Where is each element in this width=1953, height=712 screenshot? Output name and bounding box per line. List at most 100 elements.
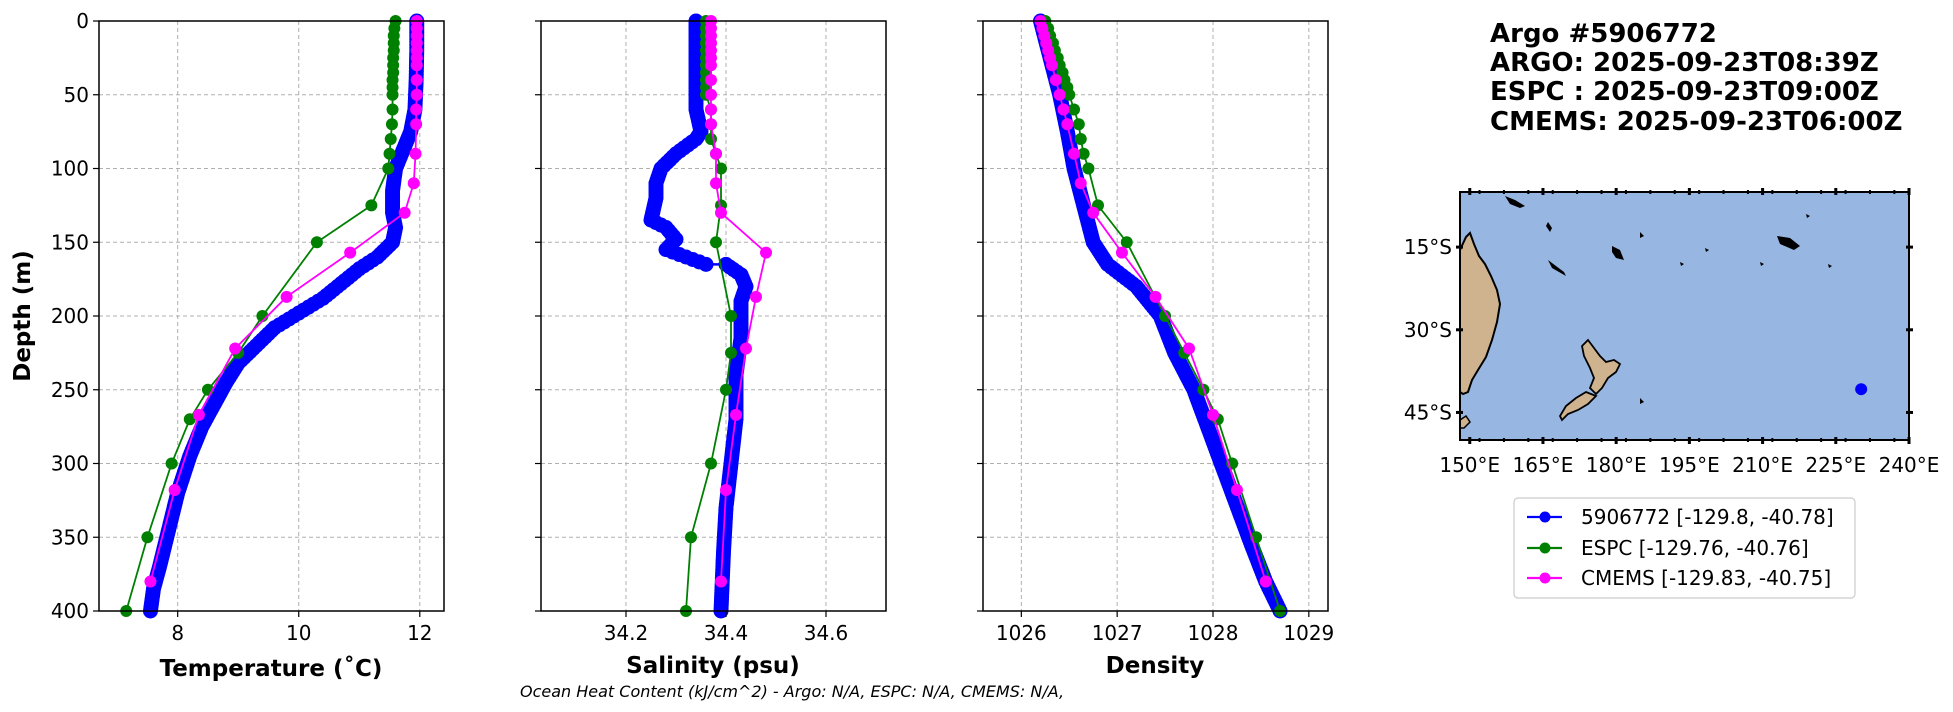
sal-xtick-label-34.4: 34.4 [704, 621, 749, 645]
new-zealand-south-island [1558, 390, 1598, 422]
den-cmems-point-15 [1149, 290, 1162, 303]
sal-cmems-point-19 [715, 575, 727, 588]
temp-espc-point-15 [382, 162, 395, 175]
map-lon-label-150: 150°E [1439, 453, 1500, 477]
depth-tick-label-150: 150 [51, 230, 89, 254]
density-xlabel: Density [1106, 653, 1205, 679]
den-espc-point-11 [1068, 103, 1081, 116]
map-lon-label-225: 225°E [1805, 453, 1866, 477]
map-lon-label-165: 165°E [1513, 453, 1574, 477]
temperature-xlabel: Temperature (˚C) [160, 655, 383, 682]
fiji-islands [1612, 246, 1624, 260]
den-espc-point-13 [1074, 133, 1087, 145]
den-cmems-point-18 [1230, 484, 1243, 497]
salinity-series [643, 13, 772, 619]
map-lat-label-45: 45°S [1404, 400, 1452, 424]
temp-cmems-point-17 [192, 408, 205, 421]
map-lat-label-15: 15°S [1404, 235, 1452, 259]
sal-cmems-point-9 [705, 103, 717, 116]
den-espc-point-18 [1159, 310, 1172, 322]
temp-espc-point-11 [386, 103, 399, 116]
title-block: Argo #5906772 ARGO: 2025-09-23T08:39Z ES… [1490, 19, 1902, 137]
den-cmems-point-7 [1049, 74, 1062, 86]
sal-cmems-point-6 [705, 59, 717, 72]
den-xtick-label-1027: 1027 [1092, 621, 1143, 645]
den-cmems-point-10 [1061, 118, 1074, 131]
sal-espc-point-15 [715, 162, 727, 175]
chatham-islands [1640, 398, 1644, 404]
temp-cmems-point-13 [398, 206, 411, 219]
samoa-tonga-islands [1777, 236, 1800, 250]
salinity-xlabel: Salinity (psu) [626, 653, 800, 679]
new-zealand-north-island [1581, 338, 1622, 396]
sal-cmems-point-10 [705, 118, 717, 131]
temperature-ticks: 8 10 12 0 50 100 150 200 250 300 350 400 [51, 9, 433, 645]
legend-entry-cmems: CMEMS [-129.83, -40.75] [1527, 566, 1831, 590]
den-cmems-point-9 [1057, 103, 1070, 116]
temp-cmems-point-14 [344, 246, 357, 259]
temp-espc-point-12 [385, 118, 398, 131]
den-cmems-point-8 [1053, 88, 1066, 101]
den-cmems-point-17 [1207, 408, 1219, 421]
legend-marker-argo [1539, 511, 1551, 523]
legend-entry-argo: 5906772 [-129.8, -40.78] [1527, 505, 1834, 529]
sal-cmems-point-15 [750, 290, 762, 303]
sal-espc-point-19 [725, 346, 737, 359]
sal-espc-point-20 [720, 383, 732, 396]
temp-xtick-label-8: 8 [171, 621, 184, 645]
temp-cmems-point-8 [410, 88, 423, 101]
temp-espc-point-23 [141, 531, 154, 544]
location-map: 150°E 165°E 180°E 195°E 210°E 225°E 240°E 15°S 3… [1404, 188, 1939, 477]
legend-label-cmems: CMEMS [-129.83, -40.75] [1581, 566, 1831, 590]
den-espc-point-12 [1072, 118, 1085, 131]
den-cmems-point-16 [1183, 342, 1196, 355]
argo-location-marker [1855, 383, 1868, 396]
ocean-heat-content-note: Ocean Heat Content (kJ/cm^2) - Argo: N/A… [520, 682, 1064, 701]
depth-tick-label-50: 50 [64, 83, 89, 107]
legend-label-espc: ESPC [-129.76, -40.76] [1581, 536, 1809, 560]
island-c [1705, 248, 1709, 252]
den-cmems-point-14 [1115, 246, 1128, 259]
title-line-3: ESPC : 2025-09-23T09:00Z [1490, 77, 1879, 107]
depth-tick-label-400: 400 [51, 599, 89, 623]
depth-tick-label-0: 0 [76, 9, 89, 33]
sal-espc-point-22 [685, 531, 697, 544]
sal-cmems-point-7 [705, 74, 717, 86]
sal-espc-point-13 [705, 133, 717, 145]
title-line-4: CMEMS: 2025-09-23T06:00Z [1490, 107, 1902, 137]
sal-espc-point-17 [710, 236, 722, 249]
temp-cmems-point-6 [410, 59, 423, 72]
legend-entry-espc: ESPC [-129.76, -40.76] [1527, 536, 1809, 560]
temp-cmems-point-15 [280, 290, 293, 303]
density-panel: 1026 1027 1028 1029 Density [977, 13, 1334, 679]
sal-cmems-point-12 [710, 177, 722, 190]
den-cmems-point-11 [1068, 147, 1081, 160]
title-line-2: ARGO: 2025-09-23T08:39Z [1490, 48, 1879, 78]
den-espc-point-15 [1082, 162, 1095, 175]
map-lon-label-195: 195°E [1659, 453, 1720, 477]
island-a [1640, 232, 1644, 238]
den-xtick-label-1029: 1029 [1283, 621, 1334, 645]
sal-cmems-point-18 [720, 484, 732, 497]
sal-xtick-label-34.6: 34.6 [804, 621, 849, 645]
sal-espc-point-21 [705, 457, 717, 470]
australia-land [1459, 231, 1502, 396]
den-espc-point-10 [1063, 88, 1076, 101]
den-espc-point-17 [1120, 236, 1133, 249]
island-d [1760, 262, 1764, 266]
temperature-panel: 8 10 12 0 50 100 150 200 250 300 350 400 Temperatur… [10, 9, 445, 682]
temp-espc-point-21 [183, 413, 196, 426]
sal-xtick-label-34.2: 34.2 [604, 621, 649, 645]
density-ticks: 1026 1027 1028 1029 [977, 20, 1334, 645]
sal-cmems-point-13 [715, 206, 727, 219]
legend-marker-espc [1539, 542, 1551, 554]
map-lat-label-30: 30°S [1404, 318, 1452, 342]
depth-tick-label-350: 350 [51, 525, 89, 549]
depth-tick-label-100: 100 [51, 157, 89, 181]
island-e [1806, 214, 1810, 218]
sal-cmems-point-11 [710, 147, 722, 160]
temp-espc-point-17 [310, 236, 323, 249]
salinity-panel: 34.2 34.4 34.6 Salinity (psu) [535, 13, 887, 679]
den-cmems-point-6 [1046, 59, 1058, 72]
